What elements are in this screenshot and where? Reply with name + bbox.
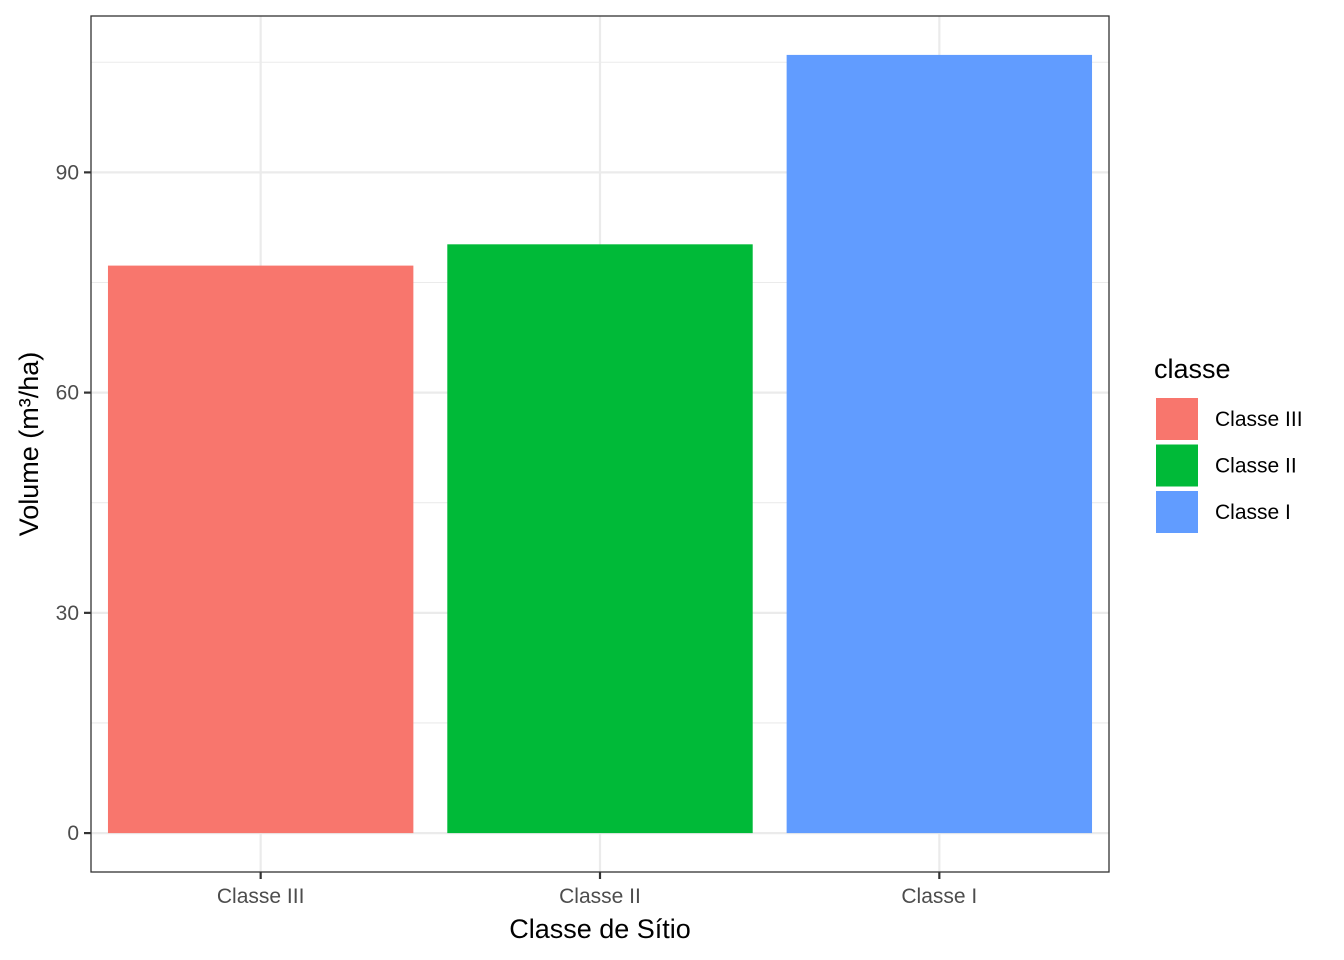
- legend-key: [1156, 398, 1198, 440]
- y-tick-label: 90: [56, 161, 79, 184]
- bar: [107, 265, 414, 834]
- y-axis-title: Volume (m³/ha): [14, 352, 44, 537]
- bars-layer: [107, 54, 1093, 834]
- y-tick-label: 60: [56, 382, 79, 405]
- legend-key: [1156, 444, 1198, 487]
- legend-title: classe: [1154, 354, 1231, 384]
- legend-items: Classe III Classe II Classe I: [1156, 398, 1303, 533]
- axis-layer: 0 30 60 90 Classe III Classe II Classe I: [56, 161, 978, 908]
- legend-label: Classe II: [1215, 455, 1297, 478]
- legend-key: [1156, 491, 1198, 533]
- x-tick-label: Classe I: [901, 885, 977, 908]
- x-axis-title: Classe de Sítio: [509, 914, 691, 944]
- legend-label: Classe III: [1215, 408, 1303, 431]
- bar: [447, 244, 753, 834]
- bar: [786, 54, 1093, 834]
- x-tick-label: Classe III: [217, 885, 305, 908]
- y-tick-label: 0: [67, 822, 79, 845]
- legend: classe Classe III Classe II Classe I: [1154, 354, 1303, 533]
- x-tick-label: Classe II: [559, 885, 641, 908]
- y-tick-label: 30: [56, 602, 79, 625]
- legend-label: Classe I: [1215, 501, 1291, 524]
